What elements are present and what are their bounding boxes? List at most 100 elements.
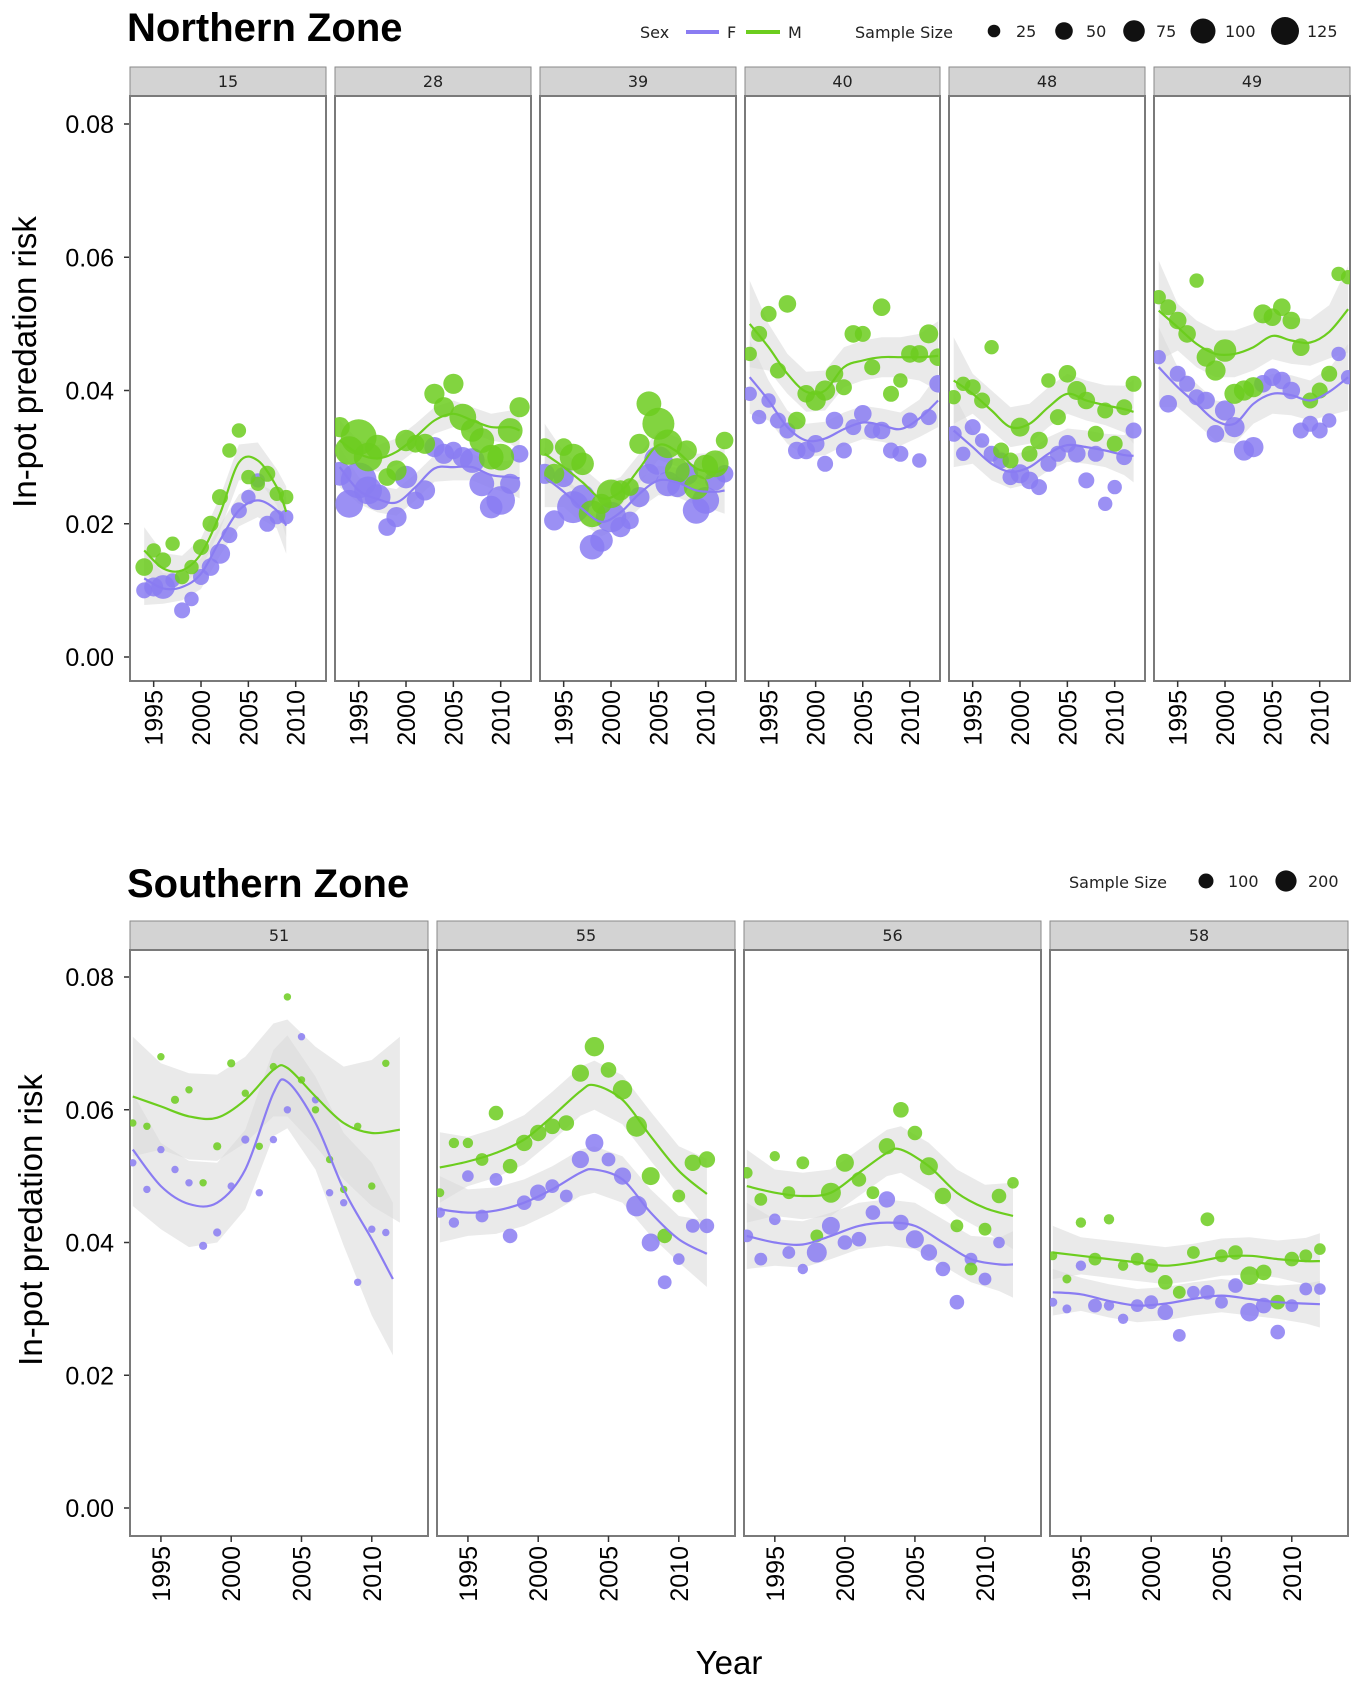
trend-line-f — [748, 376, 939, 443]
size-legend-label: 125 — [1307, 22, 1338, 41]
data-point-m — [185, 1086, 193, 1094]
panel-strip-label: 51 — [269, 926, 289, 945]
data-point-f — [920, 1244, 938, 1261]
data-point-f — [1214, 400, 1236, 421]
data-point-m — [143, 1122, 151, 1131]
data-point-m — [919, 324, 939, 344]
data-point-m — [1154, 290, 1166, 305]
data-point-f — [806, 1242, 827, 1263]
data-point-f — [621, 511, 639, 530]
y-tick-label: 0.06 — [65, 1097, 114, 1125]
panel-marks — [949, 337, 1142, 511]
data-point-m — [872, 298, 891, 317]
panel-strip-label: 40 — [832, 72, 852, 91]
data-point-m — [1205, 360, 1226, 381]
confidence-band-m — [439, 1060, 707, 1230]
data-point-f — [993, 1236, 1005, 1249]
confidence-band-f — [746, 1199, 1013, 1298]
x-tick-label: 2000 — [393, 690, 421, 746]
data-point-m — [146, 543, 161, 558]
data-point-m — [788, 411, 806, 430]
size-legend-key — [1198, 873, 1214, 889]
data-point-m — [657, 1228, 672, 1244]
panel-marks — [744, 1102, 1019, 1310]
data-point-m — [825, 365, 844, 383]
data-point-m — [165, 536, 180, 551]
data-point-m — [851, 1172, 867, 1187]
data-point-f — [613, 1167, 632, 1185]
size-legend-key — [1190, 18, 1216, 44]
size-legend-title: Sample Size — [855, 23, 953, 42]
y-tick-label: 0.08 — [65, 964, 114, 992]
data-point-m — [462, 1137, 474, 1149]
data-point-m — [544, 1118, 561, 1135]
data-point-m — [227, 1059, 236, 1068]
data-point-m — [558, 1115, 575, 1131]
data-point-m — [1213, 339, 1237, 362]
x-tick-label: 2005 — [1054, 690, 1082, 746]
size-legend-north: Sample Size 25 50 75 100 125 — [855, 17, 1338, 45]
data-point-f — [854, 405, 872, 423]
data-point-m — [893, 373, 908, 388]
data-point-m — [910, 345, 929, 363]
data-point-m — [934, 1187, 952, 1205]
x-tick-label: 1995 — [756, 690, 784, 746]
panel-strip — [948, 66, 1146, 97]
data-point-f — [949, 425, 962, 442]
southern-zone-title: Southern Zone — [127, 862, 409, 906]
data-point-m — [641, 1167, 660, 1186]
trend-line-f — [952, 429, 1134, 473]
size-legend-south: Sample Size 100 200 — [1069, 870, 1339, 892]
data-point-m — [835, 1153, 854, 1172]
data-point-f — [325, 1189, 334, 1197]
data-point-m — [1187, 1246, 1200, 1259]
data-point-f — [1179, 375, 1196, 392]
data-point-f — [340, 1199, 348, 1207]
data-point-f — [414, 480, 436, 501]
trend-line-m — [143, 455, 288, 573]
panel-strip-label: 56 — [882, 926, 902, 945]
data-point-m — [382, 1059, 390, 1068]
data-point-f — [825, 411, 844, 430]
data-point-m — [1117, 1260, 1129, 1271]
data-point-f — [530, 1184, 547, 1201]
data-point-m — [864, 359, 881, 376]
data-point-f — [1215, 1295, 1228, 1309]
data-point-m — [1144, 1258, 1159, 1273]
data-point-m — [184, 559, 199, 575]
x-tick-label: 2010 — [693, 690, 721, 746]
data-point-m — [1215, 1249, 1228, 1263]
data-point-m — [530, 1124, 547, 1142]
panel-marks — [540, 391, 734, 560]
data-point-f — [1322, 413, 1337, 428]
trend-line-f — [1052, 1291, 1320, 1307]
data-point-m — [255, 1142, 263, 1151]
data-point-f — [782, 1246, 796, 1259]
data-point-m — [991, 1188, 1007, 1204]
data-point-f — [241, 1135, 250, 1144]
data-point-m — [241, 1089, 249, 1097]
panel-strip — [129, 920, 429, 951]
data-point-f — [751, 409, 767, 425]
x-tick-label: 2010 — [359, 1546, 387, 1602]
data-point-f — [545, 1179, 560, 1193]
data-point-f — [837, 1235, 853, 1250]
data-point-m — [621, 478, 639, 496]
data-point-f — [806, 435, 825, 453]
size-legend-label: 100 — [1225, 22, 1256, 41]
data-point-m — [1041, 373, 1056, 388]
data-point-f — [865, 1205, 881, 1220]
data-point-f — [269, 1135, 278, 1144]
panel-28: 28 1995 2000 2005 2010 — [334, 66, 532, 746]
data-point-m — [509, 397, 530, 418]
data-point-f — [1285, 1299, 1299, 1312]
panel-strip — [436, 920, 736, 951]
panel-58: 58 1995 2000 2005 2010 — [1049, 920, 1349, 1602]
data-point-m — [1002, 452, 1019, 469]
data-point-m — [368, 1182, 376, 1190]
data-point-m — [754, 1193, 768, 1206]
data-point-f — [1107, 479, 1122, 495]
data-point-m — [157, 1053, 165, 1061]
data-point-m — [250, 476, 265, 491]
